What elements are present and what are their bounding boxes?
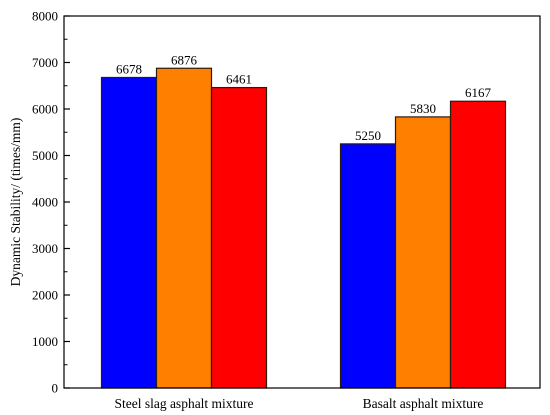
bar-1-2 — [449, 100, 507, 389]
y-tick-label-3: 3000 — [32, 241, 58, 256]
bar-1-0 — [339, 143, 397, 389]
y-axis-title: Dynamic Stability/ (times/mm) — [8, 118, 23, 287]
y-tick-label-6: 6000 — [32, 102, 58, 117]
bar-1-1 — [394, 116, 452, 389]
y-tick-label-5: 5000 — [32, 148, 58, 163]
data-label-0-2: 6461 — [226, 72, 252, 87]
category-label-1: Basalt asphalt mixture — [363, 396, 484, 411]
data-label-1-0: 5250 — [355, 128, 381, 143]
y-tick-label-1: 1000 — [32, 334, 58, 349]
bar-0-1 — [155, 67, 213, 389]
data-label-1-2: 6167 — [465, 85, 492, 100]
y-tick-label-2: 2000 — [32, 288, 58, 303]
bar-0-0 — [100, 76, 158, 389]
data-label-0-0: 6678 — [116, 61, 142, 76]
bars-layer — [100, 67, 507, 389]
bar-0-2 — [210, 86, 268, 389]
y-tick-label-4: 4000 — [32, 195, 58, 210]
axes-layer — [63, 15, 541, 389]
data-label-0-1: 6876 — [171, 52, 198, 67]
data-label-1-1: 5830 — [410, 101, 436, 116]
y-tick-label-7: 7000 — [32, 55, 58, 70]
labels-layer: 6678 6876 6461 Steel slag asphalt mixture 52… — [32, 9, 492, 412]
y-tick-label-0: 0 — [52, 381, 59, 396]
y-tick-label-8: 8000 — [32, 9, 58, 24]
category-label-0: Steel slag asphalt mixture — [114, 396, 253, 411]
